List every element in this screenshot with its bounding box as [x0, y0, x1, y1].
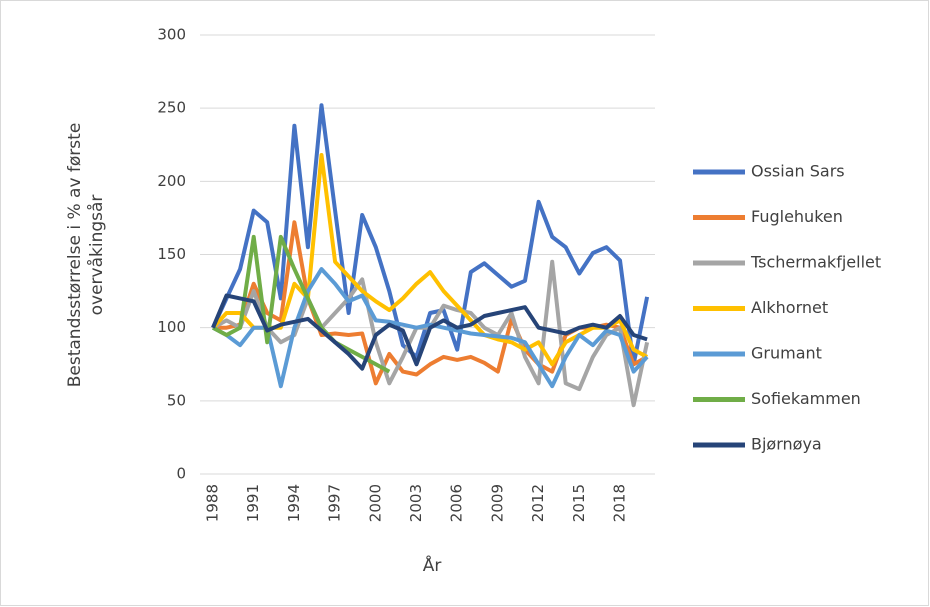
x-tick-label: 2003 — [407, 484, 425, 522]
y-tick-label: 100 — [157, 318, 186, 336]
series-line — [211, 293, 648, 371]
series-line — [211, 103, 650, 367]
legend-label: Fuglehuken — [751, 207, 843, 226]
x-tick-label: 2009 — [488, 484, 506, 522]
x-tick-label: 2006 — [448, 484, 466, 522]
x-tick-label: 1991 — [244, 484, 262, 522]
x-tick-label: 2012 — [529, 484, 547, 522]
y-tick-label: 200 — [157, 172, 186, 190]
series-line — [211, 153, 649, 367]
x-axis-label: År — [423, 554, 442, 576]
y-axis-label: Bestandsstørrelse i % av første — [65, 123, 85, 388]
y-tick-label: 150 — [157, 245, 186, 263]
y-tick-label: 300 — [157, 26, 186, 44]
legend-label: Bjørnøya — [751, 435, 822, 454]
x-tick-label: 1997 — [326, 484, 344, 522]
y-tick-label: 50 — [167, 391, 186, 409]
x-tick-label: 2015 — [570, 484, 588, 522]
y-tick-label: 0 — [176, 465, 186, 483]
y-tick-label: 250 — [157, 99, 186, 117]
x-tick-label: 1988 — [203, 484, 221, 522]
x-tick-label: 2000 — [366, 484, 384, 522]
x-tick-label: 1994 — [285, 484, 303, 522]
y-axis-label: overvåkingsår — [86, 195, 107, 316]
legend-label: Sofiekammen — [751, 389, 861, 408]
legend-label: Tschermakfjellet — [750, 253, 881, 272]
legend-label: Alkhornet — [751, 298, 828, 317]
x-tick-label: 2018 — [610, 484, 628, 522]
series-line — [212, 267, 649, 389]
series-line — [212, 234, 391, 374]
legend-label: Grumant — [751, 344, 822, 363]
legend-label: Ossian Sars — [751, 162, 845, 181]
